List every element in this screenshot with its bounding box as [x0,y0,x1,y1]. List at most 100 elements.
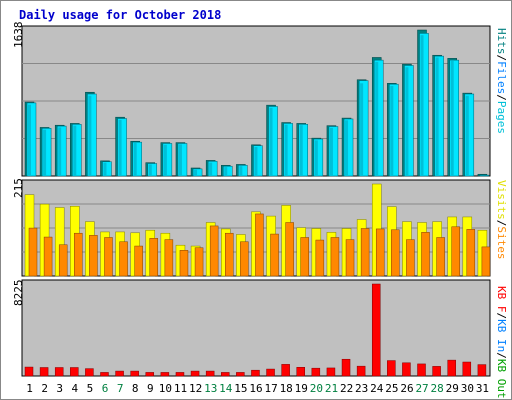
x-tick-label: 25 [385,382,398,395]
sites-bar [164,239,174,277]
sites-bar [104,237,113,277]
files-bar [162,143,173,177]
x-tick-label: 9 [147,382,154,395]
files-bar [404,65,414,177]
x-tick-label: 18 [280,382,293,395]
kbf-bar [402,362,411,377]
files-bar [192,168,203,177]
sites-bar [285,222,294,277]
sites-bar [89,235,98,277]
x-tick-label: 7 [117,382,124,395]
sites-bar [43,236,53,277]
kbf-bar [326,367,336,377]
kbf-bar [371,283,381,377]
kbf-bar [221,372,230,377]
sites-bar [28,227,38,277]
sites-bar [345,239,355,277]
sites-bar [209,225,219,277]
pages-bar [163,144,167,176]
files-bar [373,59,384,177]
files-bar [117,118,127,177]
x-tick-label: 17 [264,382,277,395]
files-bar [419,33,429,177]
x-tick-label: 14 [219,382,233,395]
files-bar [26,102,37,177]
files-bar [343,118,354,177]
kbf-bar [39,367,49,377]
x-tick-label: 4 [72,382,79,395]
files-bar [298,124,308,177]
kbf-bar [296,367,305,377]
kbf-bar [160,372,170,377]
sites-bar [58,244,68,277]
pages-bar [299,125,303,176]
files-bar [358,80,369,177]
files-bar [132,141,142,177]
kbf-bar [190,370,200,377]
files-bar [207,161,218,177]
sites-bar [451,226,460,277]
kbf-bar [266,368,275,377]
sites-bar [270,233,279,277]
sites-bar [391,229,400,277]
kbf-bar [341,358,351,377]
x-tick-label: 6 [102,382,109,395]
kbf-bar [115,370,124,377]
pages-bar [420,35,424,176]
sites-bar [179,250,189,277]
sites-bar [466,229,476,277]
files-bar [449,59,459,177]
sites-bar [315,239,325,277]
bot-panel-background [21,279,491,377]
x-tick-label: 24 [370,382,384,395]
x-tick-label: 21 [325,382,338,395]
files-bar [102,161,112,177]
sites-bar [225,232,234,277]
pages-bar [88,95,92,176]
files-bar [177,143,188,177]
files-bar [41,128,52,177]
x-tick-label: 19 [295,382,308,395]
x-tick-label: 2 [41,382,48,395]
pages-bar [450,61,454,177]
x-tick-label: 1 [26,382,33,395]
sites-bar [255,213,264,277]
x-tick-label: 20 [310,382,323,395]
sites-bar [375,228,385,277]
kbf-bar [24,366,34,377]
kbf-bar [311,367,321,377]
files-bar [238,165,248,177]
chart-title: Daily usage for October 2018 [19,8,222,22]
kbf-bar [477,364,487,377]
pages-bar [314,140,318,176]
files-bar [434,55,444,177]
x-tick-label: 13 [204,382,217,395]
sites-bar [74,232,83,277]
x-tick-label: 8 [132,382,139,395]
kbf-bar [417,363,426,377]
sites-bar [134,245,143,277]
pages-bar [178,144,182,176]
pages-bar [360,83,364,176]
kbf-bar [432,366,441,377]
files-bar [223,165,233,177]
kbf-bar [205,370,215,377]
files-bar [389,83,399,177]
x-tick-label: 27 [415,382,428,395]
files-bar [328,126,339,177]
x-tick-label: 10 [159,382,172,395]
pages-bar [465,95,469,176]
files-bar [268,106,278,177]
pages-bar [405,67,409,176]
files-bar [72,124,82,177]
x-tick-label: 5 [87,382,94,395]
kbf-bar [447,359,456,377]
files-bar [464,93,475,177]
sites-bar [436,237,445,277]
pages-bar [148,164,152,176]
pages-bar [254,147,258,176]
sites-bar [149,238,159,277]
files-bar [253,145,263,177]
pages-bar [435,57,439,177]
sites-bar [240,241,249,277]
